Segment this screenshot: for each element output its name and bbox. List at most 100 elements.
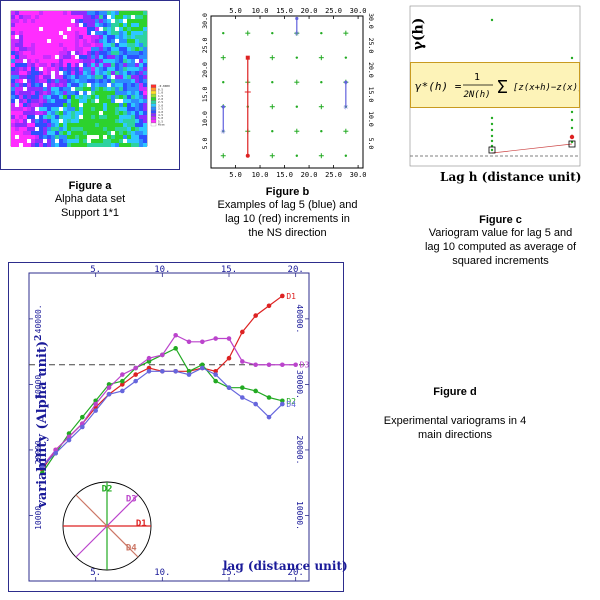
data-point-d3 [213, 336, 218, 341]
map-cell [115, 15, 119, 19]
map-cell [87, 71, 91, 75]
map-cell [95, 35, 99, 39]
map-cell [131, 43, 135, 47]
map-cell [75, 39, 79, 43]
map-cell [99, 135, 103, 139]
grid-point [344, 56, 348, 59]
map-cell [131, 11, 135, 15]
map-cell [39, 23, 43, 27]
map-cell [35, 23, 39, 27]
map-cell [31, 19, 35, 23]
map-cell [39, 79, 43, 83]
lag5-star: ✳ [343, 103, 349, 113]
map-cell [39, 107, 43, 111]
right-tick-label: 10.0 [367, 111, 375, 127]
map-cell [55, 83, 59, 87]
map-cell [99, 119, 103, 123]
map-cell [83, 107, 87, 111]
map-cell [23, 95, 27, 99]
map-cell [47, 99, 51, 103]
map-cell [35, 103, 39, 107]
map-cell [55, 131, 59, 135]
map-cell [27, 19, 31, 23]
legend-label: 4.0 [158, 110, 163, 114]
map-cell [15, 27, 19, 31]
map-cell [63, 67, 67, 71]
map-cell [67, 127, 71, 131]
map-cell [75, 27, 79, 31]
map-cell [143, 99, 147, 103]
map-cell [15, 43, 19, 47]
map-cell [23, 63, 27, 67]
map-cell [63, 59, 67, 63]
map-cell [127, 91, 131, 95]
grid-point [320, 130, 323, 133]
data-point-d4 [213, 372, 218, 377]
lag5-star: ✳ [221, 127, 227, 137]
map-cell [35, 11, 39, 15]
map-cell [63, 131, 67, 135]
map-cell [35, 51, 39, 55]
x-tick-label-bottom: 15. [221, 568, 237, 578]
figure-a-panel: -0.8000 0.5 1.0 1.5 2.0 2.5 3.0 3.5 4.0 4.5 5.0 5.5… [0, 0, 180, 170]
map-cell [27, 27, 31, 31]
map-cell [127, 71, 131, 75]
map-cell [87, 143, 91, 147]
map-cell [15, 127, 19, 131]
map-cell [139, 43, 143, 47]
map-cell [127, 115, 131, 119]
map-cell [39, 91, 43, 95]
map-cell [51, 131, 55, 135]
increment-point [570, 110, 574, 114]
map-cell [99, 107, 103, 111]
map-cell [103, 39, 107, 43]
map-cell [71, 127, 75, 131]
map-cell [67, 59, 71, 63]
map-cell [19, 47, 23, 51]
map-cell [103, 103, 107, 107]
map-cell [71, 27, 75, 31]
map-cell [135, 83, 139, 87]
data-point-d4 [80, 424, 85, 430]
map-cell [127, 35, 131, 39]
map-cell [143, 15, 147, 19]
map-cell [47, 75, 51, 79]
map-cell [55, 87, 59, 91]
map-cell [11, 115, 15, 119]
map-cell [51, 95, 55, 99]
map-cell [27, 115, 31, 119]
map-cell [31, 55, 35, 59]
map-cell [47, 143, 51, 147]
map-cell [39, 71, 43, 75]
map-cell [75, 71, 79, 75]
map-cell [11, 75, 15, 79]
map-cells [11, 11, 147, 147]
map-cell [111, 123, 115, 127]
map-cell [63, 19, 67, 23]
legend-label: 2.5 [158, 100, 163, 104]
map-cell [119, 11, 123, 15]
map-cell [27, 83, 31, 87]
map-cell [127, 55, 131, 59]
map-cell [83, 11, 87, 15]
map-cell [123, 91, 127, 95]
map-cell [123, 67, 127, 71]
map-cell [19, 43, 23, 47]
map-cell [67, 39, 71, 43]
map-cell [35, 127, 39, 131]
map-cell [131, 75, 135, 79]
map-cell [55, 111, 59, 115]
map-cell [19, 115, 23, 119]
map-cell [99, 83, 103, 87]
map-cell [135, 139, 139, 143]
map-cell [107, 99, 111, 103]
map-cell [119, 31, 123, 35]
map-cell [55, 31, 59, 35]
map-cell [51, 11, 55, 15]
map-cell [99, 95, 103, 99]
map-cell [103, 87, 107, 91]
rose-label-d3: D3 [126, 495, 137, 505]
map-cell [39, 131, 43, 135]
map-cell [43, 31, 47, 35]
map-cell [63, 27, 67, 31]
